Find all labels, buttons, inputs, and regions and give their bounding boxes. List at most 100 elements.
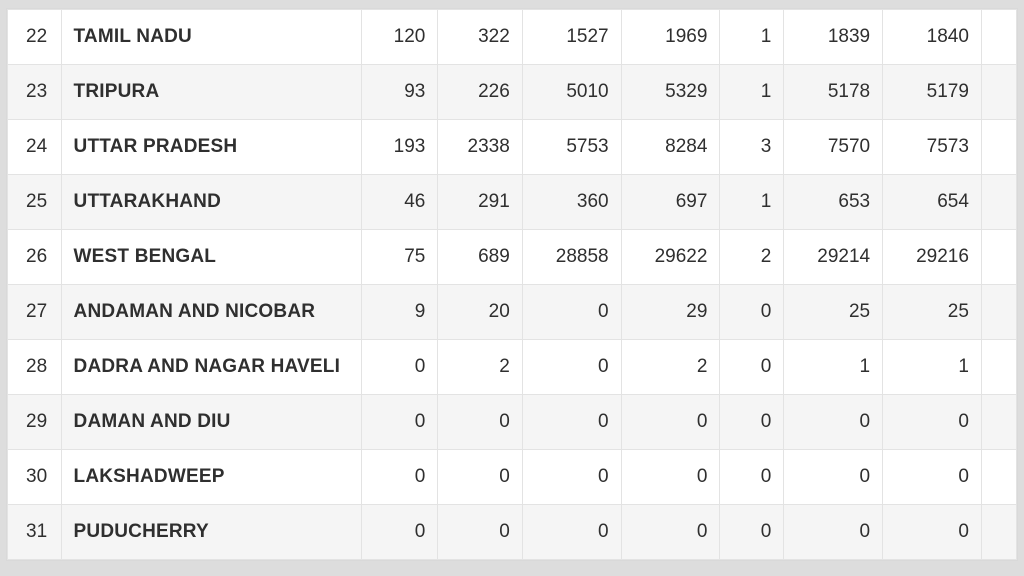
- cell-v7: 0: [883, 505, 982, 560]
- table-row: 28 DADRA AND NAGAR HAVELI 0 2 0 2 0 1 1: [8, 340, 1017, 395]
- cell-v5: 0: [720, 285, 784, 340]
- cell-v3: 0: [522, 340, 621, 395]
- cell-sn: 24: [8, 120, 62, 175]
- cell-v2: 226: [438, 65, 522, 120]
- cell-v2: 322: [438, 10, 522, 65]
- cell-v7: 25: [883, 285, 982, 340]
- cell-v7: 1: [883, 340, 982, 395]
- cell-v4: 29622: [621, 230, 720, 285]
- cell-sn: 23: [8, 65, 62, 120]
- cell-v7: 0: [883, 450, 982, 505]
- cell-v6: 7570: [784, 120, 883, 175]
- cell-tail: [981, 285, 1016, 340]
- table-row: 31 PUDUCHERRY 0 0 0 0 0 0 0: [8, 505, 1017, 560]
- cell-v4: 697: [621, 175, 720, 230]
- table-row: 29 DAMAN AND DIU 0 0 0 0 0 0 0: [8, 395, 1017, 450]
- cell-v5: 3: [720, 120, 784, 175]
- cell-tail: [981, 505, 1016, 560]
- cell-tail: [981, 65, 1016, 120]
- cell-v5: 0: [720, 450, 784, 505]
- cell-v3: 0: [522, 395, 621, 450]
- data-table-container: 22 TAMIL NADU 120 322 1527 1969 1 1839 1…: [6, 8, 1018, 561]
- cell-v5: 0: [720, 395, 784, 450]
- cell-v6: 0: [784, 505, 883, 560]
- cell-name: UTTARAKHAND: [61, 175, 362, 230]
- cell-v1: 0: [362, 340, 438, 395]
- cell-name: DADRA AND NAGAR HAVELI: [61, 340, 362, 395]
- cell-v7: 7573: [883, 120, 982, 175]
- cell-name: PUDUCHERRY: [61, 505, 362, 560]
- cell-v4: 0: [621, 450, 720, 505]
- cell-tail: [981, 230, 1016, 285]
- cell-v6: 653: [784, 175, 883, 230]
- cell-tail: [981, 175, 1016, 230]
- cell-v4: 2: [621, 340, 720, 395]
- table-row: 24 UTTAR PRADESH 193 2338 5753 8284 3 75…: [8, 120, 1017, 175]
- cell-v1: 46: [362, 175, 438, 230]
- table-row: 27 ANDAMAN AND NICOBAR 9 20 0 29 0 25 25: [8, 285, 1017, 340]
- cell-v5: 1: [720, 65, 784, 120]
- cell-sn: 22: [8, 10, 62, 65]
- cell-name: TRIPURA: [61, 65, 362, 120]
- cell-v3: 5010: [522, 65, 621, 120]
- cell-v2: 291: [438, 175, 522, 230]
- cell-v4: 1969: [621, 10, 720, 65]
- cell-tail: [981, 395, 1016, 450]
- cell-v6: 0: [784, 450, 883, 505]
- cell-tail: [981, 340, 1016, 395]
- cell-name: WEST BENGAL: [61, 230, 362, 285]
- cell-v2: 0: [438, 450, 522, 505]
- cell-v1: 193: [362, 120, 438, 175]
- cell-tail: [981, 10, 1016, 65]
- table-row: 25 UTTARAKHAND 46 291 360 697 1 653 654: [8, 175, 1017, 230]
- cell-name: UTTAR PRADESH: [61, 120, 362, 175]
- cell-v4: 8284: [621, 120, 720, 175]
- cell-v2: 2: [438, 340, 522, 395]
- cell-v2: 20: [438, 285, 522, 340]
- cell-v3: 0: [522, 505, 621, 560]
- cell-sn: 27: [8, 285, 62, 340]
- cell-name: TAMIL NADU: [61, 10, 362, 65]
- cell-name: LAKSHADWEEP: [61, 450, 362, 505]
- cell-v1: 93: [362, 65, 438, 120]
- cell-sn: 26: [8, 230, 62, 285]
- cell-v5: 0: [720, 505, 784, 560]
- table-row: 23 TRIPURA 93 226 5010 5329 1 5178 5179: [8, 65, 1017, 120]
- cell-v2: 0: [438, 395, 522, 450]
- cell-sn: 25: [8, 175, 62, 230]
- table-row: 26 WEST BENGAL 75 689 28858 29622 2 2921…: [8, 230, 1017, 285]
- cell-v7: 654: [883, 175, 982, 230]
- cell-v1: 0: [362, 395, 438, 450]
- cell-v3: 0: [522, 285, 621, 340]
- cell-sn: 29: [8, 395, 62, 450]
- cell-v7: 1840: [883, 10, 982, 65]
- cell-v6: 25: [784, 285, 883, 340]
- cell-v1: 120: [362, 10, 438, 65]
- cell-tail: [981, 120, 1016, 175]
- cell-v3: 360: [522, 175, 621, 230]
- cell-v2: 2338: [438, 120, 522, 175]
- cell-v5: 0: [720, 340, 784, 395]
- cell-v2: 689: [438, 230, 522, 285]
- cell-v7: 5179: [883, 65, 982, 120]
- cell-v6: 1839: [784, 10, 883, 65]
- cell-sn: 31: [8, 505, 62, 560]
- cell-v7: 29216: [883, 230, 982, 285]
- cell-v1: 9: [362, 285, 438, 340]
- cell-tail: [981, 450, 1016, 505]
- table-body: 22 TAMIL NADU 120 322 1527 1969 1 1839 1…: [8, 10, 1017, 560]
- cell-v6: 5178: [784, 65, 883, 120]
- cell-v1: 0: [362, 450, 438, 505]
- cell-v6: 1: [784, 340, 883, 395]
- cell-v7: 0: [883, 395, 982, 450]
- cell-v6: 29214: [784, 230, 883, 285]
- cell-sn: 30: [8, 450, 62, 505]
- cell-v3: 0: [522, 450, 621, 505]
- cell-v2: 0: [438, 505, 522, 560]
- cell-v3: 1527: [522, 10, 621, 65]
- cell-v4: 0: [621, 505, 720, 560]
- cell-v1: 0: [362, 505, 438, 560]
- cell-name: DAMAN AND DIU: [61, 395, 362, 450]
- cell-v3: 5753: [522, 120, 621, 175]
- cell-v4: 29: [621, 285, 720, 340]
